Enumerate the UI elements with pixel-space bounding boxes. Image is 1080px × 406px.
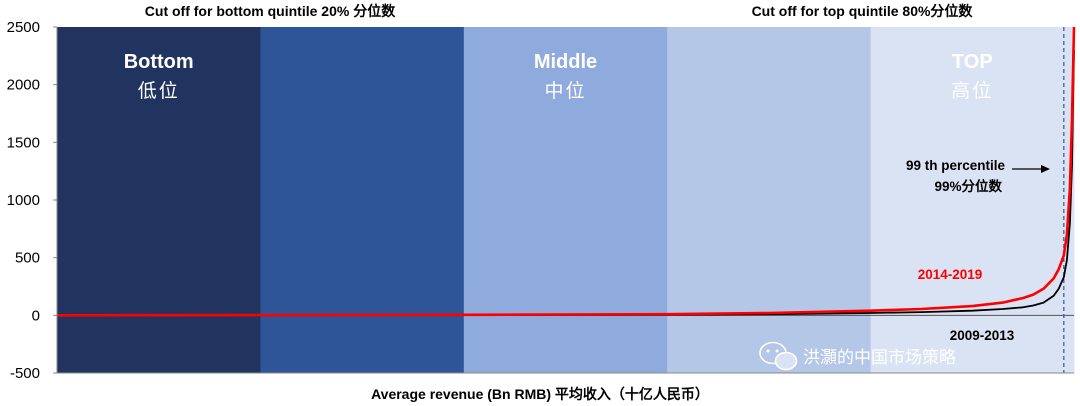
- zone-band-3: [463, 27, 668, 373]
- zone-title-1: Bottom: [124, 51, 194, 73]
- watermark-text: 洪灝的中国市场策略: [803, 348, 956, 368]
- y-tick-label: 2000: [7, 77, 40, 94]
- y-tick-label: 1000: [7, 192, 40, 209]
- series-label-2009-2013: 2009-2013: [950, 328, 1015, 343]
- zone-subtitle-5: 高位: [951, 80, 993, 102]
- series-lines: [56, 26, 1076, 317]
- y-tick-label: 500: [15, 250, 40, 267]
- arrow-icon: [1012, 165, 1050, 173]
- series-label-2014-2019: 2014-2019: [918, 267, 983, 282]
- bottom-quintile-cutoff-label: Cut off for bottom quintile 20% 分位数: [145, 3, 396, 19]
- y-axis: 2500 2000 1500 1000 500 0 -500: [7, 19, 58, 382]
- x-axis-label: Average revenue (Bn RMB) 平均收入（十亿人民币）: [371, 386, 709, 402]
- zone-subtitle-3: 中位: [544, 80, 586, 102]
- zone-labels: Bottom 低位 Middle 中位 TOP 高位: [124, 51, 993, 102]
- y-tick-label: 1500: [7, 134, 40, 151]
- zone-band-5: [870, 27, 1075, 373]
- y-tick-label: 2500: [7, 19, 40, 36]
- 99th-percentile-cn-label: 99%分位数: [934, 178, 1002, 194]
- zone-band-4: [667, 27, 872, 373]
- series-line-2014-2019: [56, 26, 1076, 317]
- y-tick-label: -500: [10, 365, 40, 382]
- watermark: 洪灝的中国市场策略: [759, 341, 956, 371]
- 99th-percentile-label: 99 th percentile: [906, 158, 1006, 173]
- top-quintile-cutoff-label: Cut off for top quintile 80%分位数: [752, 3, 974, 19]
- zone-band-1: [57, 27, 261, 373]
- y-tick-label: 0: [32, 307, 40, 324]
- zone-band-2: [260, 27, 465, 373]
- zone-subtitle-1: 低位: [138, 80, 180, 102]
- zone-title-5: TOP: [952, 51, 993, 73]
- zone-title-3: Middle: [534, 51, 597, 73]
- quintile-zones: [57, 27, 1075, 373]
- wechat-icon: [759, 341, 798, 371]
